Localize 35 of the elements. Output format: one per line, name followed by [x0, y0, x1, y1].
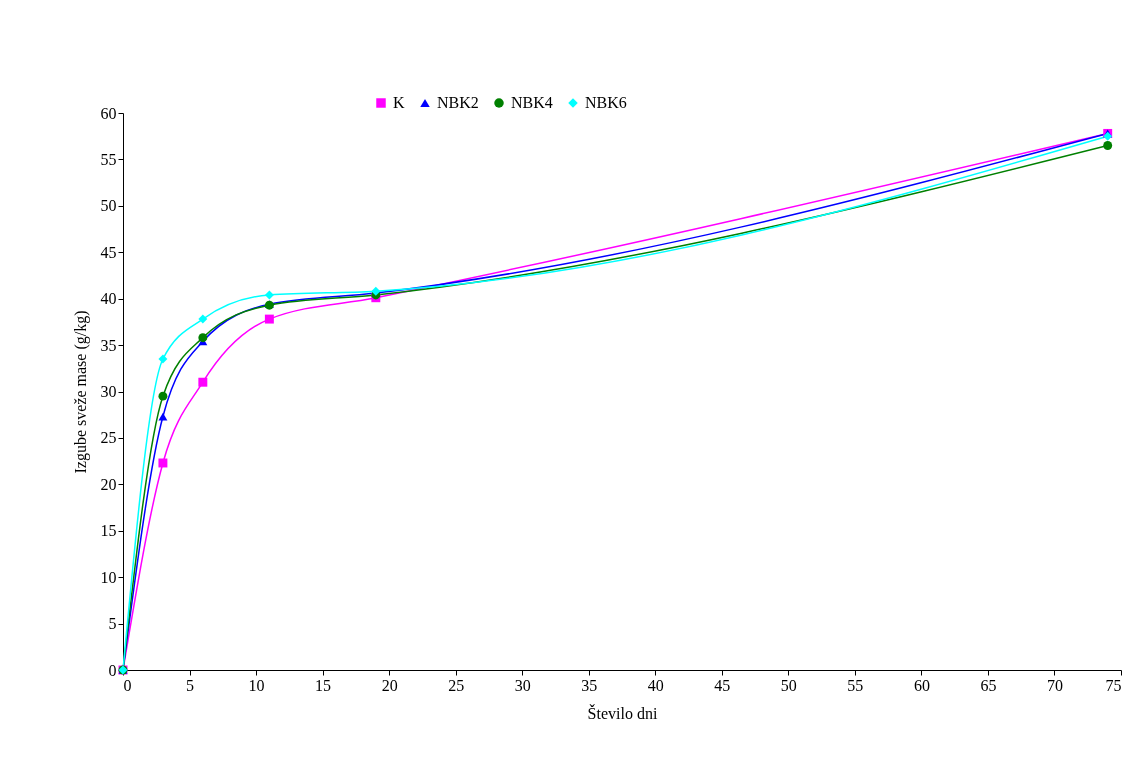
- y-tick-label: 35: [100, 336, 117, 354]
- y-tick-label: 10: [100, 568, 117, 586]
- x-tick-label: 5: [186, 676, 195, 694]
- y-tick-label: 25: [100, 429, 117, 447]
- y-tick-label: 40: [100, 290, 117, 308]
- x-tick-label: 70: [1046, 676, 1063, 694]
- legend-label: NBK4: [511, 94, 553, 111]
- x-tick-label: 55: [847, 676, 864, 694]
- y-tick-label: 60: [100, 104, 117, 122]
- legend-label: NBK6: [585, 94, 627, 111]
- y-axis-title: Izgube sveže mase (g/kg): [71, 310, 90, 474]
- x-tick-label: 30: [514, 676, 531, 694]
- x-tick-label: 25: [448, 676, 465, 694]
- x-tick-label: 45: [714, 676, 731, 694]
- legend-label: K: [393, 94, 405, 111]
- y-tick-label: 50: [100, 197, 117, 215]
- legend-label: NBK2: [437, 94, 479, 111]
- x-tick-label: 65: [980, 676, 997, 694]
- y-tick-label: 0: [108, 661, 117, 679]
- x-tick-label: 50: [780, 676, 797, 694]
- y-tick-label: 20: [100, 475, 117, 493]
- x-tick-label: 20: [381, 676, 398, 694]
- y-tick-label: 15: [100, 522, 117, 540]
- y-tick-label: 45: [100, 243, 117, 261]
- x-tick-label: 75: [1105, 676, 1122, 694]
- x-tick-label: 10: [248, 676, 265, 694]
- x-axis-title: Število dni: [587, 703, 658, 722]
- y-tick-label: 5: [108, 615, 117, 633]
- x-tick-label: 0: [123, 676, 132, 694]
- x-tick-label: 15: [315, 676, 332, 694]
- x-tick-label: 40: [647, 676, 664, 694]
- x-tick-label: 35: [581, 676, 598, 694]
- y-tick-label: 30: [100, 383, 117, 400]
- x-tick-label: 60: [913, 676, 930, 694]
- y-tick-label: 55: [100, 150, 117, 168]
